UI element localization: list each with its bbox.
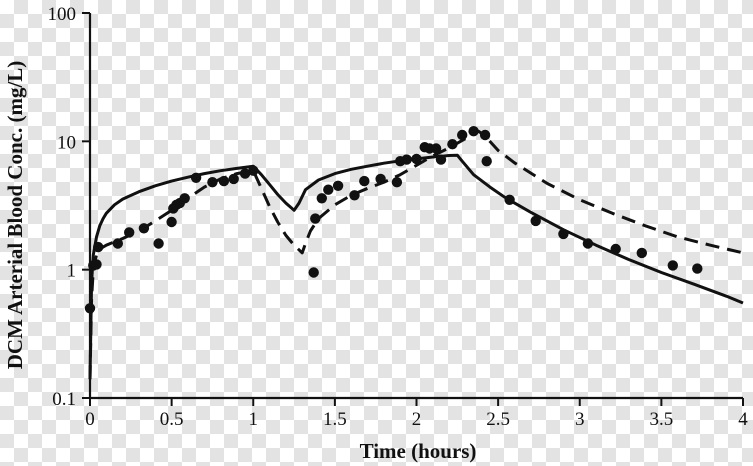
data-point: [323, 184, 334, 195]
x-tick-label: 0: [85, 409, 95, 430]
data-point: [349, 190, 360, 201]
data-point: [239, 168, 251, 179]
data-point: [468, 126, 479, 137]
data-point: [93, 241, 104, 253]
y-axis-title: DCM Arterial Blood Conc. (mg/L): [3, 61, 27, 370]
data-point: [667, 260, 678, 271]
data-point: [207, 177, 218, 188]
data-point: [504, 194, 515, 205]
x-tick-label: 1.5: [323, 409, 347, 430]
data-point: [401, 154, 412, 165]
data-point: [610, 243, 621, 255]
data-point: [479, 129, 491, 141]
data-point: [435, 154, 447, 165]
data-point: [316, 193, 327, 204]
data-point: [91, 259, 102, 270]
data-point: [430, 143, 442, 154]
observed-points-series: [84, 126, 703, 314]
x-tick-label: 1: [249, 409, 259, 430]
x-axis-title: Time (hours): [360, 439, 477, 463]
data-point: [310, 213, 321, 224]
y-tick-label: 1: [67, 261, 77, 282]
data-point: [308, 267, 319, 278]
data-point: [153, 238, 164, 249]
data-point: [166, 216, 177, 228]
data-point: [558, 228, 569, 240]
data-point: [112, 238, 124, 249]
data-point: [228, 173, 239, 185]
data-point: [248, 165, 259, 176]
data-point: [138, 223, 150, 234]
x-tick-label: 2: [412, 409, 422, 430]
data-point: [411, 153, 422, 165]
data-point: [447, 139, 458, 150]
data-point: [375, 173, 386, 185]
series-layer: [84, 126, 744, 380]
axes-layer: 0 0.5 1 1.5 2 2.5 3 3.5 4 0.1 1 10 100: [48, 4, 749, 430]
data-point: [218, 175, 230, 187]
solid-series-line: [88, 153, 744, 380]
y-tick-label: 10: [57, 132, 76, 153]
data-point: [692, 263, 703, 274]
data-point: [481, 156, 492, 167]
data-point: [636, 247, 647, 259]
data-point: [124, 227, 135, 238]
data-point: [332, 180, 344, 191]
x-tick-label: 3.5: [650, 409, 674, 430]
data-point: [530, 215, 541, 227]
data-point: [457, 129, 468, 141]
y-tick-label: 0.1: [52, 389, 76, 410]
x-tick-label: 2.5: [486, 409, 510, 430]
data-point: [582, 238, 594, 249]
x-tick-label: 3: [575, 409, 585, 430]
x-tick-label: 4: [738, 409, 748, 430]
y-tick-label: 100: [48, 4, 77, 25]
data-point: [179, 193, 190, 204]
data-point: [190, 172, 202, 183]
x-tick-label: 0.5: [160, 409, 184, 430]
data-point: [359, 175, 370, 187]
data-point: [391, 177, 403, 188]
